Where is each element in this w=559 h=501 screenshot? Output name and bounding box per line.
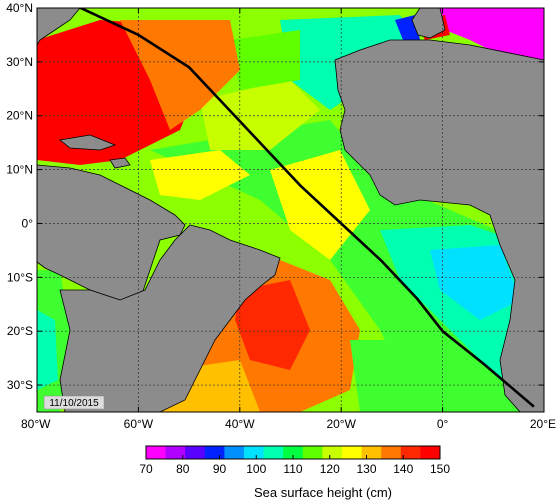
colorbar: 70 80 90 100 110 120 130 140 150 (139, 445, 450, 476)
colorbar-label: 90 (213, 462, 227, 476)
lat-tick-label: 40°N (6, 1, 33, 15)
ssh-region-green-north (230, 30, 300, 90)
lon-tick-label: 0° (437, 417, 449, 431)
colorbar-segment (400, 446, 421, 459)
ship-track-line (77, 8, 535, 408)
ssh-region-cyan-southwest (37, 310, 58, 390)
ssh-region-yellow-gulf (150, 150, 250, 200)
land-south-america (59, 224, 281, 412)
lat-tick-label: 10°N (6, 163, 33, 177)
colorbar-label: 110 (283, 462, 302, 476)
colorbar-label: 100 (246, 462, 266, 476)
lon-tick-label: 80°W (21, 417, 51, 431)
colorbar-label: 140 (393, 462, 413, 476)
colorbar-segment (244, 446, 265, 459)
land-europe (411, 8, 446, 39)
map-area (37, 8, 544, 412)
latitude-axis: 40°N 30°N 20°N 10°N 0° 10°S 20°S 30°S (6, 1, 544, 392)
colorbar-segment (361, 446, 382, 459)
colorbar-segment (204, 446, 225, 459)
lat-tick-label: 20°S (7, 324, 33, 338)
colorbar-segment (420, 446, 441, 459)
ssh-region-orange-northwest (120, 20, 240, 130)
date-label: 11/10/2015 (49, 398, 99, 409)
colorbar-segment (146, 446, 167, 459)
lat-tick-label: 0° (22, 216, 34, 230)
land-cuba (59, 134, 117, 151)
land-north-america (37, 8, 81, 46)
colorbar-label: 70 (139, 462, 153, 476)
ssh-region-green-mid (150, 120, 544, 412)
colorbar-label: 130 (356, 462, 376, 476)
lat-tick-label: 20°N (6, 109, 33, 123)
colorbar-segment (263, 446, 284, 459)
colorbar-label: 80 (176, 462, 190, 476)
colorbar-label: 150 (430, 462, 450, 476)
lat-tick-label: 10°S (7, 270, 33, 284)
ssh-region-magenta-med (440, 8, 544, 60)
colorbar-segment (381, 446, 402, 459)
colorbar-segment (302, 446, 323, 459)
lat-tick-label: 30°N (6, 55, 33, 69)
colorbar-segment (322, 446, 343, 459)
map-frame (36, 7, 545, 413)
ssh-region-yellow-north (200, 80, 320, 150)
land-central-america (37, 164, 186, 301)
colorbar-label: 120 (320, 462, 340, 476)
lon-tick-label: 20°E (530, 417, 556, 431)
lon-tick-label: 40°W (225, 417, 255, 431)
colorbar-segment (342, 446, 363, 459)
date-box: 11/10/2015 (43, 395, 105, 410)
grid-lines (37, 8, 544, 412)
land-africa (334, 39, 544, 412)
colorbar-segment (224, 446, 245, 459)
colorbar-segment (283, 446, 304, 459)
lon-tick-label: 60°W (124, 417, 154, 431)
colorbar-segment (185, 446, 206, 459)
land-hispaniola (109, 157, 131, 169)
ssh-region-red-southwest (235, 280, 310, 370)
ssh-region-cyan-deep (430, 245, 520, 320)
lon-tick-label: 20°W (326, 417, 356, 431)
ssh-region-green-south (350, 340, 450, 412)
colorbar-title: Sea surface height (cm) (254, 485, 392, 500)
lat-tick-label: 30°S (7, 378, 33, 392)
longitude-axis: 80°W 60°W 40°W 20°W 0° 20°E (21, 8, 556, 431)
date-box-bg (43, 395, 105, 410)
colorbar-segment (165, 446, 186, 459)
